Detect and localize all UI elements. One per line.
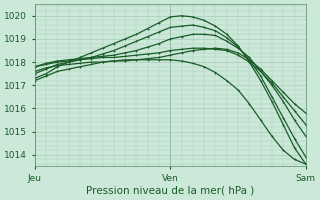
- X-axis label: Pression niveau de la mer( hPa ): Pression niveau de la mer( hPa ): [86, 186, 254, 196]
